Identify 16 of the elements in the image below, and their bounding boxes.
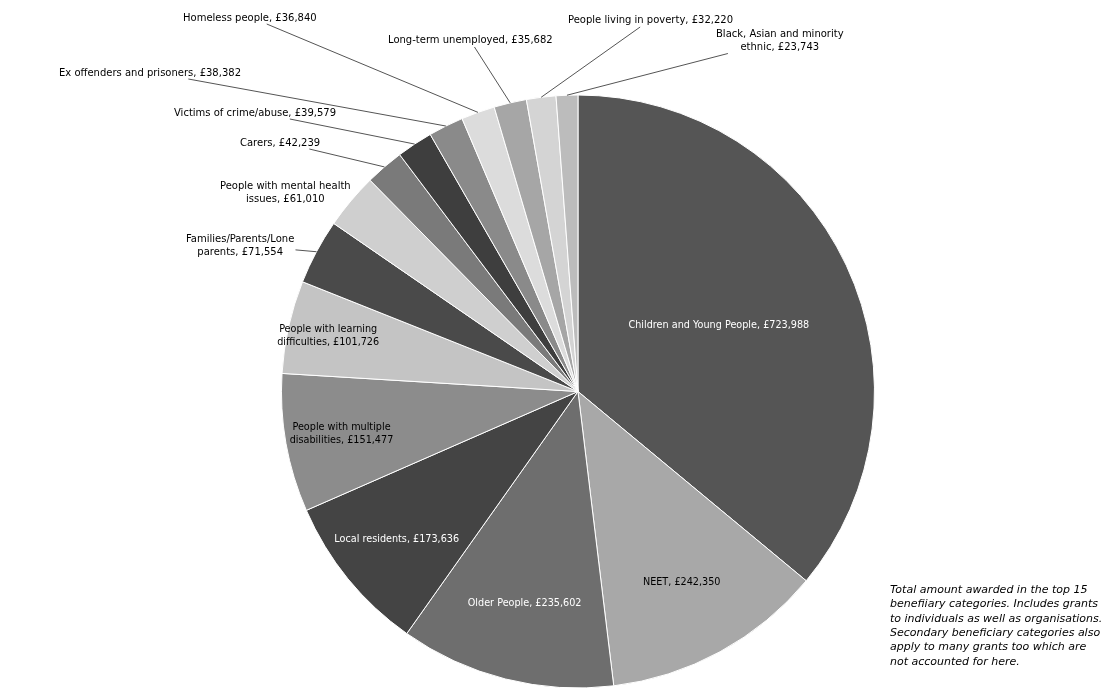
slice-label: NEET, £242,350: [642, 575, 721, 587]
slice-label: Victims of crime/abuse, £39,579: [174, 107, 337, 118]
slice-label: People with learning difficulties, £101,726: [277, 323, 380, 347]
slice-label: Carers, £42,239: [240, 137, 321, 148]
slice-label: People with mental health issues, £61,010: [220, 180, 351, 204]
slice-label: People living in poverty, £32,220: [568, 14, 734, 25]
slice-label: Families/Parents/Lone parents, £71,554: [186, 233, 295, 257]
slice-label: Local residents, £173,636: [334, 533, 460, 545]
text: Total amount awarded in the top 15 benefiiary categories. Includes grants to individuals as well as organisations. Secondary beneficiary categories also apply to many grants too which are not accounted for here.: [890, 583, 1103, 668]
slice-label: Older People, £235,602: [467, 596, 582, 608]
slice-label: Ex offenders and prisoners, £38,382: [59, 67, 241, 78]
slice-label: Homeless people, £36,840: [183, 12, 317, 23]
slice-label: Children and Young People, £723,988: [628, 319, 810, 331]
slice-label: Long-term unemployed, £35,682: [388, 34, 553, 45]
slice-label: People with multiple disabilities, £151,477: [289, 421, 394, 445]
slice-label: Black, Asian and minority ethnic, £23,743: [716, 28, 844, 52]
